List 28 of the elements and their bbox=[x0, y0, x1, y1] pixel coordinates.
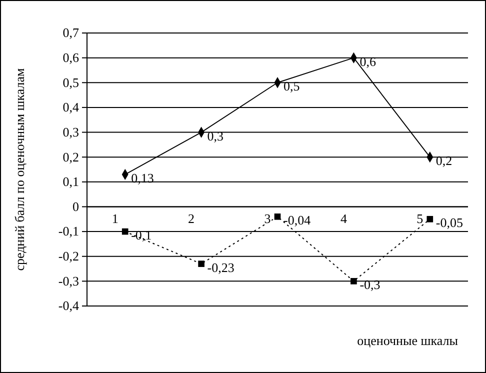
data-label: -0,05 bbox=[436, 215, 463, 230]
point bbox=[350, 278, 357, 284]
point bbox=[122, 228, 128, 235]
point bbox=[198, 260, 204, 267]
y-tick-label: 0,1 bbox=[62, 174, 79, 190]
x-tick-label: 5 bbox=[416, 210, 424, 226]
point bbox=[426, 216, 434, 222]
data-label: 0,2 bbox=[436, 153, 452, 168]
x-tick-label: 3 bbox=[264, 210, 271, 226]
y-tick-label: 0,4 bbox=[62, 100, 80, 115]
y-tick-label: 0,5 bbox=[62, 74, 79, 90]
x-tick-label: 1 bbox=[112, 210, 118, 226]
y-tick-label: 0,2 bbox=[62, 149, 79, 164]
y-tick-label: -0,1 bbox=[58, 224, 79, 239]
y-axis-title: средний балл по оценочным шкалам bbox=[12, 68, 27, 271]
x-tick-label: 2 bbox=[188, 210, 195, 226]
y-tick-label: -0,4 bbox=[58, 298, 80, 314]
y-tick-label: -0,3 bbox=[58, 273, 79, 288]
x-tick-label: 4 bbox=[340, 210, 348, 226]
y-tick-label: -0,2 bbox=[58, 248, 79, 264]
data-label: -0,04 bbox=[284, 212, 312, 228]
y-tick-label: 0,6 bbox=[62, 50, 80, 65]
x-axis-title: оценочные шкалы bbox=[357, 333, 458, 348]
point bbox=[274, 213, 281, 220]
data-label: -0,23 bbox=[207, 260, 234, 275]
y-tick-label: 0,3 bbox=[62, 124, 79, 140]
y-tick-label: 0,7 bbox=[62, 25, 80, 40]
y-tick-label: 0 bbox=[72, 198, 79, 214]
